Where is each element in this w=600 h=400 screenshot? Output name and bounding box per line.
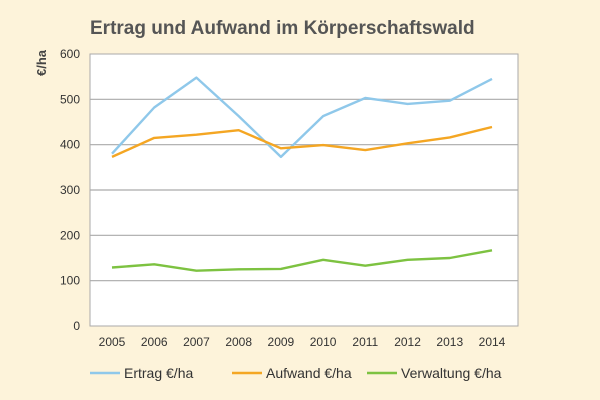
legend-label-2: Verwaltung €/ha (401, 365, 502, 381)
x-tick-label: 2009 (268, 335, 295, 349)
y-tick-label: 600 (60, 47, 80, 61)
series-lines (111, 76, 493, 272)
y-axis-label: €/ha (34, 49, 49, 76)
x-tick-label: 2005 (99, 335, 126, 349)
y-tick-label: 500 (60, 92, 80, 106)
legend-label-0: Ertrag €/ha (124, 365, 193, 381)
y-tick-label: 0 (73, 319, 80, 333)
y-axis-ticks: 0 100 200 300 400 500 600 (60, 47, 80, 333)
y-tick-label: 200 (60, 228, 80, 242)
y-tick-label: 300 (60, 183, 80, 197)
x-axis-ticks: 2005 2006 2007 2008 2009 2010 2011 2012 2013 2014 (99, 335, 506, 349)
x-tick-label: 2011 (352, 335, 378, 349)
x-tick-label: 2006 (141, 335, 168, 349)
x-tick-label: 2008 (225, 335, 252, 349)
chart-title: Ertrag und Aufwand im Körperschaftswald (90, 18, 475, 39)
series-line-0 (111, 76, 493, 159)
legend-label-1: Aufwand €/ha (266, 365, 352, 381)
x-tick-label: 2013 (436, 335, 463, 349)
y-tick-label: 100 (60, 274, 80, 288)
series-line-2 (111, 249, 493, 272)
y-tick-label: 400 (60, 138, 80, 152)
gridlines (90, 98, 518, 282)
series-line-1 (111, 125, 493, 158)
x-tick-label: 2012 (394, 335, 421, 349)
x-tick-label: 2014 (479, 335, 506, 349)
x-tick-label: 2007 (183, 335, 210, 349)
x-tick-label: 2010 (310, 335, 337, 349)
legend: Ertrag €/ha Aufwand €/ha Verwaltung €/ha (90, 365, 502, 381)
